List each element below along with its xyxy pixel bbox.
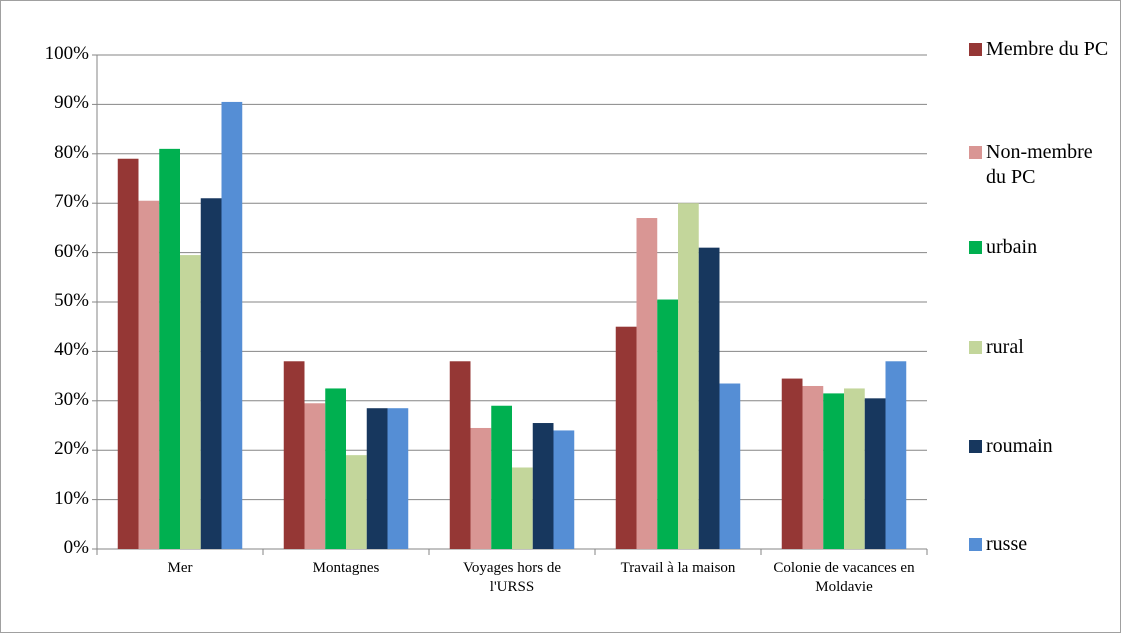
- legend-swatch: [969, 146, 982, 159]
- bar: [885, 361, 907, 549]
- legend-label: Non-membre du PC: [986, 141, 1093, 188]
- legend-label: rural: [986, 336, 1024, 358]
- bar: [636, 218, 658, 549]
- bar: [512, 467, 533, 549]
- y-tick-label: 0%: [63, 537, 89, 558]
- bar: [180, 255, 201, 549]
- bar: [346, 455, 367, 549]
- bar: [532, 423, 554, 549]
- legend-label: roumain: [986, 435, 1053, 457]
- bar: [864, 398, 886, 549]
- bar: [366, 408, 388, 549]
- x-tick-label: Mer: [167, 560, 193, 576]
- y-tick-label: 70%: [54, 191, 89, 213]
- bar: [159, 148, 180, 550]
- bar: [719, 383, 741, 549]
- legend-swatch: [969, 538, 982, 551]
- y-tick-label: 90%: [54, 92, 89, 114]
- bar: [553, 430, 575, 549]
- bar: [470, 427, 492, 549]
- x-tick-label: Colonie de vacances en Moldavie: [773, 560, 915, 595]
- bar: [802, 385, 824, 549]
- bar: [221, 101, 243, 550]
- bar: [698, 247, 720, 549]
- x-tick-label: Montagnes: [312, 560, 380, 576]
- bar: [844, 388, 865, 549]
- bar: [657, 299, 678, 549]
- y-tick-label: 40%: [54, 339, 89, 361]
- bar: [449, 361, 471, 549]
- bar: [304, 403, 326, 549]
- x-tick-label: Voyages hors de l'URSS: [462, 560, 562, 595]
- legend-label: Membre du PC: [986, 38, 1109, 60]
- bar: [138, 200, 160, 550]
- y-tick-label: 100%: [44, 43, 89, 64]
- bar: [283, 361, 305, 549]
- bar: [678, 203, 699, 549]
- bar: [823, 393, 844, 549]
- legend-swatch: [969, 241, 982, 254]
- bar: [615, 326, 637, 549]
- y-tick-label: 60%: [54, 240, 89, 262]
- y-tick-label: 50%: [54, 290, 89, 311]
- y-tick-label: 10%: [54, 487, 89, 509]
- x-tick-label: Travail à la maison: [620, 560, 736, 576]
- bar: [117, 158, 139, 550]
- legend-label: russe: [986, 533, 1028, 555]
- legend-swatch: [969, 440, 982, 453]
- bar: [200, 198, 222, 549]
- legend-swatch: [969, 341, 982, 354]
- legend-swatch: [969, 43, 982, 56]
- bar: [387, 408, 409, 549]
- y-tick-label: 20%: [54, 438, 89, 460]
- bar: [491, 405, 512, 549]
- bar: [781, 378, 803, 549]
- y-tick-label: 80%: [54, 141, 89, 163]
- bar: [325, 388, 346, 549]
- legend-label: urbain: [986, 236, 1038, 258]
- y-tick-label: 30%: [54, 388, 89, 410]
